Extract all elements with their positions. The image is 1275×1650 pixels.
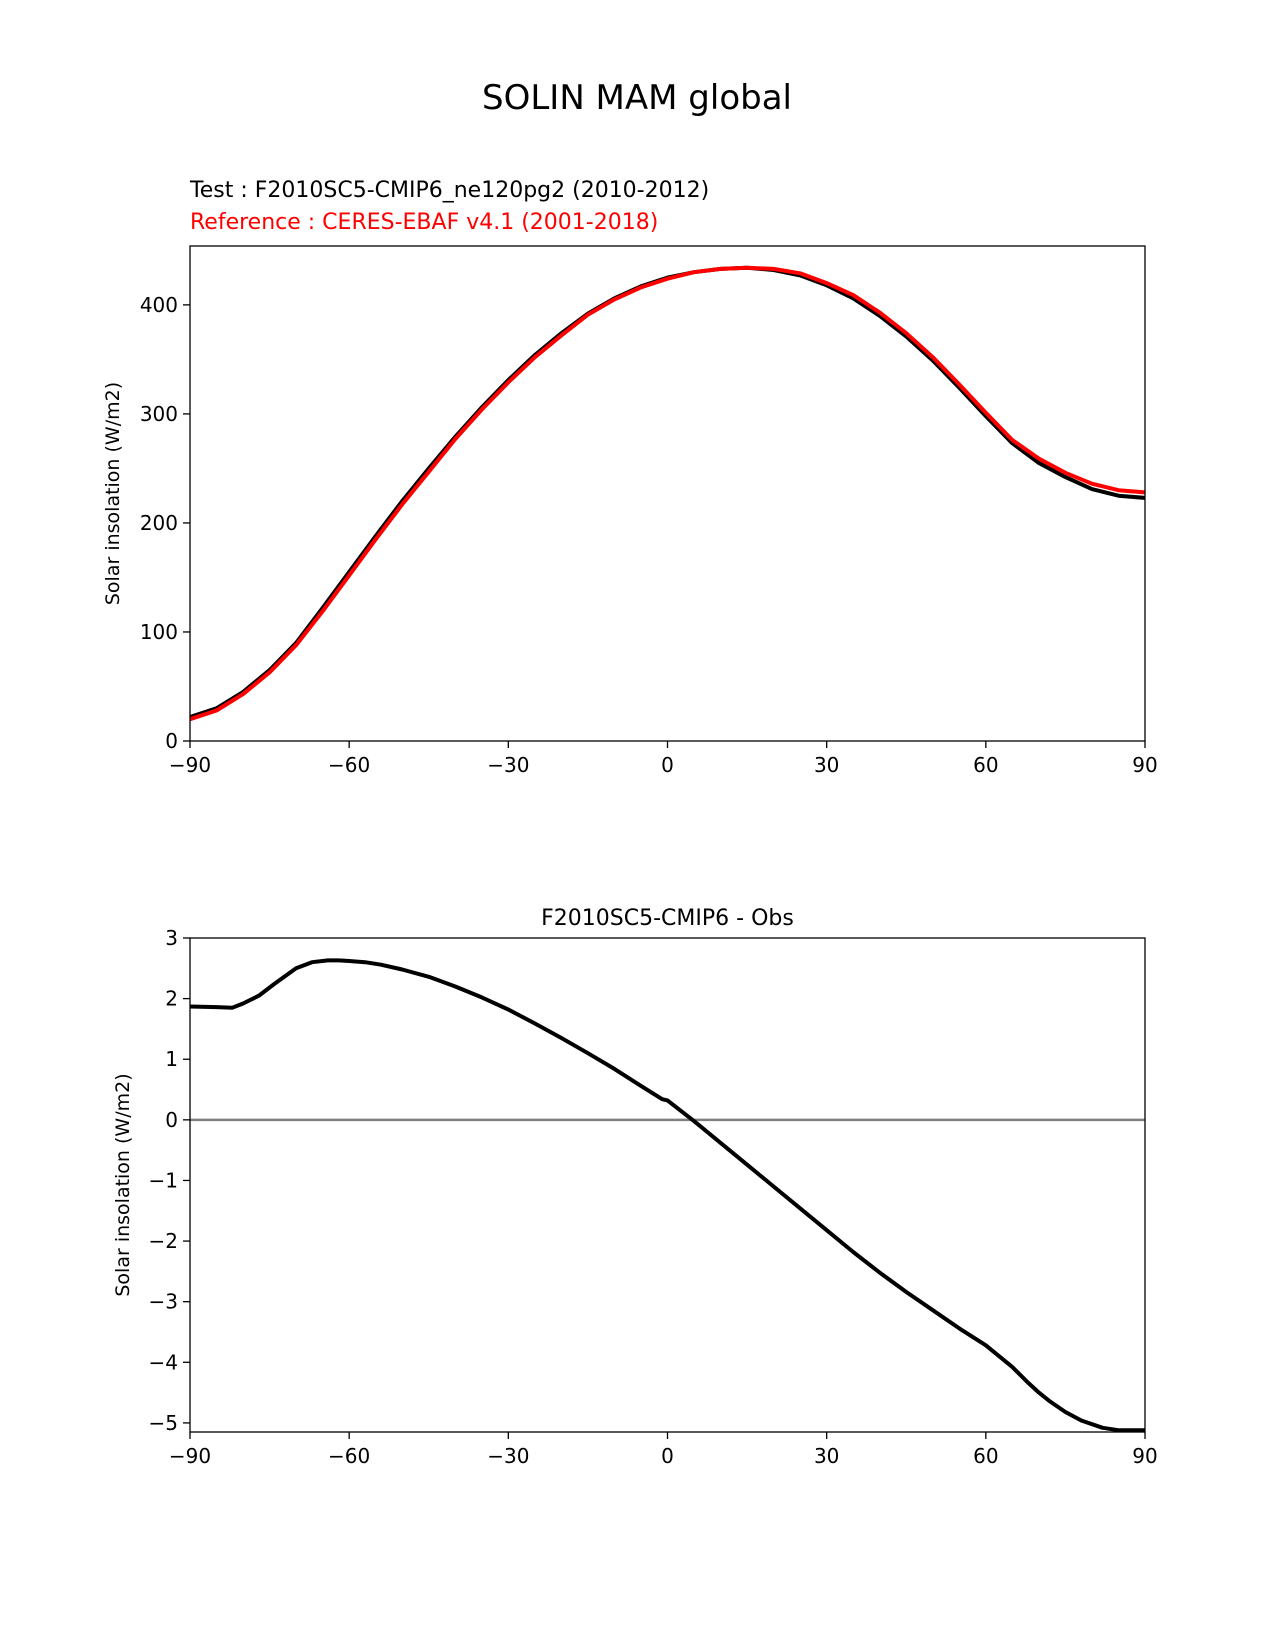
top-y-axis-label: Solar insolation (W/m2) [102, 382, 124, 605]
figure-title: SOLIN MAM global [482, 78, 792, 118]
bottom-y-tick-label: 2 [165, 987, 178, 1011]
test-title: Test : F2010SC5-CMIP6_ne120pg2 (2010-201… [189, 178, 709, 203]
top-x-tick-label: 60 [973, 753, 998, 777]
bottom-y-tick-label: −3 [149, 1290, 178, 1314]
top-x-tick-label: 90 [1132, 753, 1157, 777]
top-x-tick-label: 30 [814, 753, 839, 777]
bottom-series-line-0 [189, 958, 1145, 1433]
reference-title: Reference : CERES-EBAF v4.1 (2001-2018) [190, 210, 658, 235]
top-y-tick-label: 0 [165, 729, 178, 753]
bottom-x-tick-label: −30 [487, 1444, 529, 1468]
top-x-tick-label: 0 [661, 753, 674, 777]
top-x-tick-label: −60 [328, 753, 370, 777]
top-x-tick-label: −30 [487, 753, 529, 777]
bottom-x-tick-label: −60 [328, 1444, 370, 1468]
bottom-y-tick-label: −4 [149, 1350, 178, 1374]
bottom-y-axis-label: Solar insolation (W/m2) [112, 1073, 134, 1296]
bottom-panel: F2010SC5-CMIP6 - Obs −90 −60 −30 0 30 60 90321… [112, 906, 1158, 1468]
top-y-tick-label: 400 [140, 293, 178, 317]
top-axis-ticks: −90 −60 −30 0 30 60 90 0 100 200 300 400 [140, 293, 1158, 777]
top-series-line-1 [189, 265, 1146, 722]
top-x-tick-label: −90 [169, 753, 211, 777]
bottom-y-tick-label: −1 [149, 1168, 178, 1192]
bottom-y-tick-label: −2 [149, 1229, 178, 1253]
top-y-tick-label: 200 [140, 511, 178, 535]
bottom-x-tick-label: 90 [1132, 1444, 1157, 1468]
top-series-line-0 [189, 265, 1146, 719]
top-y-tick-label: 300 [140, 402, 178, 426]
bottom-y-tick-label: 1 [165, 1047, 178, 1071]
top-plot-area [189, 265, 1146, 722]
bottom-x-tick-label: 30 [814, 1444, 839, 1468]
top-y-tick-label: 100 [140, 620, 178, 644]
top-panel: Test : F2010SC5-CMIP6_ne120pg2 (2010-201… [102, 178, 1158, 777]
difference-title: F2010SC5-CMIP6 - Obs [541, 906, 794, 931]
bottom-y-tick-label: 0 [165, 1108, 178, 1132]
top-axes-frame [189, 245, 1146, 742]
bottom-y-tick-label: −5 [149, 1411, 178, 1435]
bottom-axis-ticks: −90 −60 −30 0 30 60 90 3 2 1 0 −1 −2 −3 −4 −5 [149, 926, 1158, 1468]
bottom-y-tick-label: 3 [165, 926, 178, 950]
bottom-plot-area [189, 958, 1145, 1433]
bottom-x-tick-label: 0 [661, 1444, 674, 1468]
bottom-x-tick-label: 60 [973, 1444, 998, 1468]
bottom-x-tick-label: −90 [169, 1444, 211, 1468]
